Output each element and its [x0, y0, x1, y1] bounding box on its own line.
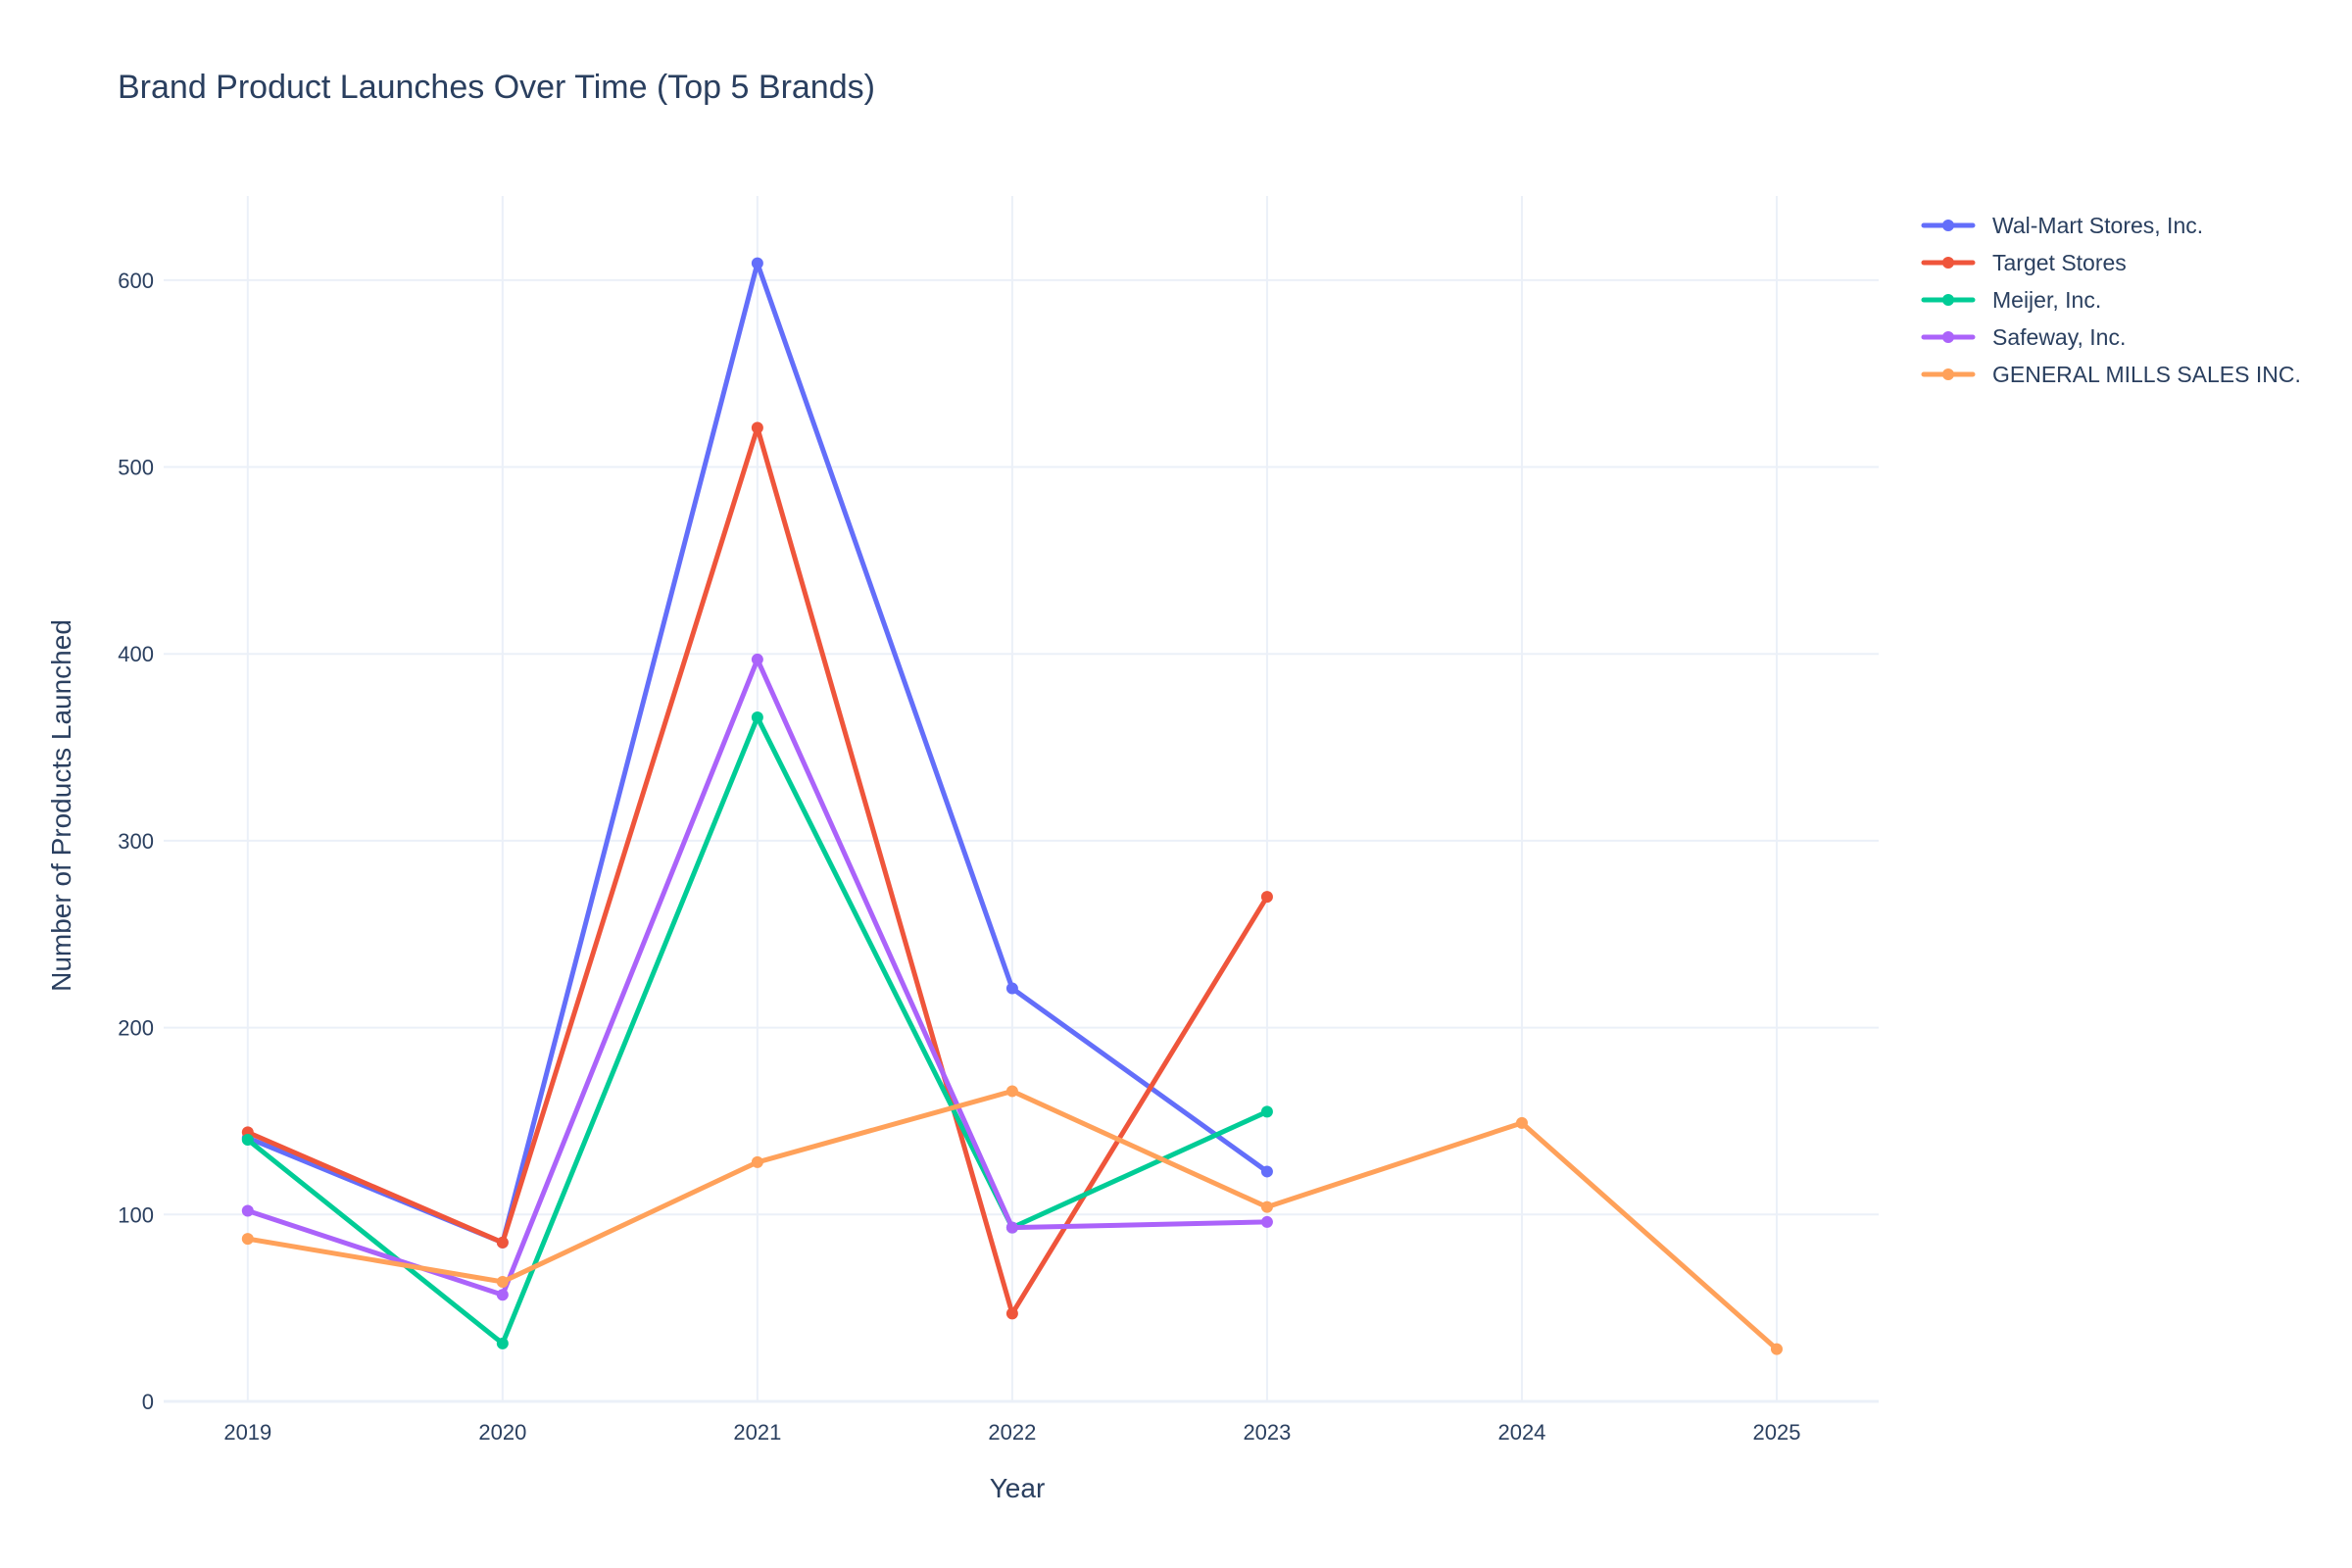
- legend-swatch-marker: [1942, 257, 1954, 269]
- legend-item[interactable]: Meijer, Inc.: [1921, 287, 2101, 313]
- data-point: [496, 1236, 509, 1249]
- data-point: [751, 711, 763, 724]
- y-tick-label: 100: [118, 1202, 154, 1227]
- legend-label: Wal-Mart Stores, Inc.: [1992, 213, 2203, 238]
- data-point: [1260, 1215, 1273, 1228]
- series-layer: [241, 257, 1783, 1355]
- data-point: [241, 1134, 254, 1147]
- data-point: [496, 1289, 509, 1301]
- data-point: [1260, 1105, 1273, 1118]
- legend-label: GENERAL MILLS SALES INC.: [1992, 362, 2301, 387]
- legend-item[interactable]: Safeway, Inc.: [1921, 324, 2126, 350]
- x-tick-label: 2022: [988, 1420, 1036, 1445]
- y-axis-title: Number of Products Launched: [46, 619, 76, 992]
- legend-item[interactable]: GENERAL MILLS SALES INC.: [1921, 362, 2301, 387]
- legend-swatch-marker: [1942, 294, 1954, 306]
- y-tick-label: 400: [118, 642, 154, 666]
- legend-label: Target Stores: [1992, 250, 2127, 275]
- x-tick-label: 2020: [478, 1420, 526, 1445]
- legend-item[interactable]: Target Stores: [1921, 250, 2127, 275]
- legend-swatch-marker: [1942, 220, 1954, 231]
- chart-title: Brand Product Launches Over Time (Top 5 …: [118, 69, 875, 106]
- legend-item[interactable]: Wal-Mart Stores, Inc.: [1921, 213, 2203, 238]
- y-tick-label: 600: [118, 269, 154, 293]
- data-point: [1770, 1343, 1783, 1355]
- y-tick-label: 0: [142, 1390, 154, 1414]
- data-point: [751, 257, 763, 270]
- y-tick-label: 200: [118, 1016, 154, 1041]
- x-tick-label: 2024: [1497, 1420, 1545, 1445]
- data-point: [496, 1337, 509, 1349]
- data-point: [1515, 1116, 1528, 1129]
- data-point: [1260, 891, 1273, 904]
- data-point: [1005, 1085, 1018, 1098]
- data-point: [241, 1233, 254, 1246]
- data-point: [1260, 1200, 1273, 1213]
- grid: [164, 196, 1879, 1403]
- legend-swatch-marker: [1942, 331, 1954, 343]
- data-point: [496, 1275, 509, 1288]
- data-point: [1005, 1221, 1018, 1234]
- data-point: [1005, 982, 1018, 995]
- data-point: [751, 1155, 763, 1168]
- data-point: [751, 421, 763, 434]
- y-tick-label: 500: [118, 456, 154, 480]
- series-group: [241, 421, 1273, 1320]
- legend-label: Safeway, Inc.: [1992, 324, 2126, 350]
- legend-swatch-marker: [1942, 368, 1954, 380]
- data-point: [241, 1204, 254, 1217]
- x-tick-label: 2023: [1243, 1420, 1291, 1445]
- data-point: [751, 653, 763, 665]
- x-tick-label: 2025: [1753, 1420, 1801, 1445]
- legend: Wal-Mart Stores, Inc. Target Stores Meijer…: [1921, 213, 2301, 387]
- data-point: [1260, 1165, 1273, 1178]
- x-tick-label: 2019: [223, 1420, 271, 1445]
- legend-label: Meijer, Inc.: [1992, 287, 2101, 313]
- series-group: [241, 1085, 1783, 1355]
- data-point: [1005, 1307, 1018, 1320]
- x-axis-title: Year: [990, 1473, 1046, 1503]
- axes: 2019 2020 2021 2022 2023 2024 2025 0 100 200 300 40…: [118, 269, 1800, 1445]
- y-tick-label: 300: [118, 829, 154, 854]
- x-tick-label: 2021: [733, 1420, 781, 1445]
